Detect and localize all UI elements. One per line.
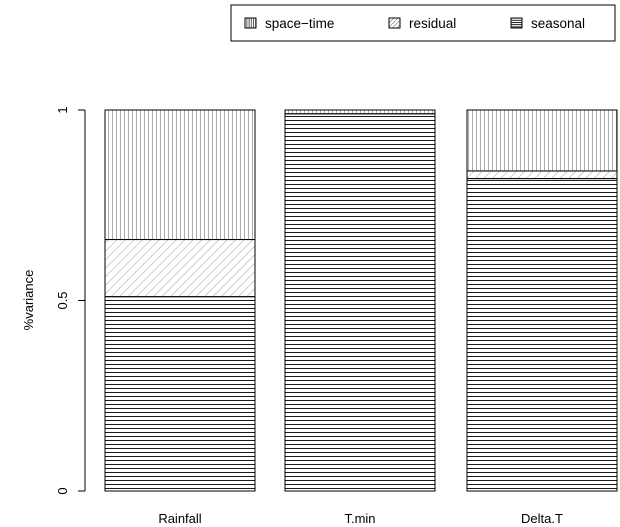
- bars-layer: [104, 109, 618, 492]
- bar-segment-vertical: [284, 109, 436, 115]
- legend-label: space−time: [265, 16, 334, 31]
- chart-legend: space−time residual seasonal: [230, 4, 616, 42]
- y-axis: 00.51: [55, 106, 86, 495]
- y-tick-label: 0: [55, 487, 70, 494]
- y-tick-label: 1: [55, 106, 70, 113]
- legend-swatch: [510, 17, 523, 29]
- legend-label: seasonal: [531, 16, 585, 31]
- bar-segment-vertical: [466, 109, 618, 172]
- legend-box: [230, 4, 616, 42]
- bar-segment-horizontal: [284, 113, 436, 492]
- y-axis-title: %variance: [21, 270, 36, 331]
- bar-segment-vertical: [104, 109, 256, 241]
- x-axis-labels: Rainfall T.min Delta.T: [158, 511, 563, 526]
- x-tick-label: Delta.T: [521, 511, 563, 526]
- x-tick-label: Rainfall: [158, 511, 201, 526]
- x-tick-label: T.min: [344, 511, 375, 526]
- legend-label: residual: [409, 16, 456, 31]
- legend-swatch: [244, 17, 257, 29]
- bar-segment-diagonal: [466, 170, 618, 180]
- y-tick-label: 0.5: [55, 291, 70, 309]
- bar-segment-diagonal: [104, 239, 256, 298]
- legend-swatch: [388, 17, 401, 29]
- bar-segment-horizontal: [104, 296, 256, 492]
- bar-segment-horizontal: [466, 178, 618, 492]
